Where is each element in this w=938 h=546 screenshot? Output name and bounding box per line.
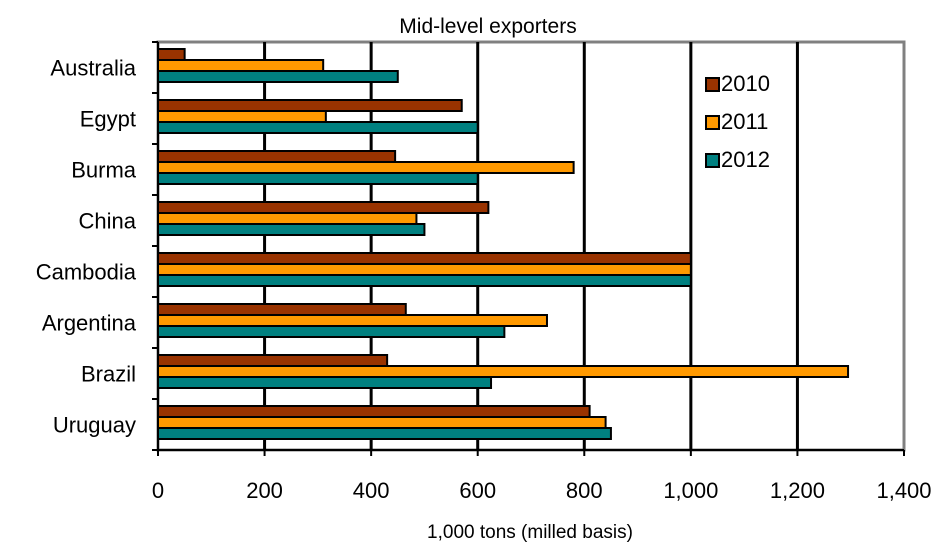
bar-cambodia-2012	[157, 274, 692, 287]
bar-burma-2011	[157, 161, 575, 174]
bar-brazil-2010	[157, 354, 389, 367]
bar-cambodia-2010	[157, 252, 692, 265]
bar-brazil-2012	[157, 376, 493, 389]
x-tick-label-5: 1,000	[663, 478, 718, 503]
bar-china-2011	[157, 212, 418, 225]
x-tick-label-1: 200	[246, 478, 283, 503]
y-axis: Australia Egypt Burma China Cambodia Argentin…	[36, 41, 159, 451]
category-label-china: China	[79, 209, 137, 234]
bar-argentina-2012	[157, 325, 506, 338]
bar-egypt-2010	[157, 99, 463, 112]
legend: 2010 2011 2012	[696, 58, 782, 198]
x-tick-label-3: 600	[459, 478, 496, 503]
legend-label-2011: 2011	[721, 109, 768, 134]
bar-uruguay-2011	[157, 416, 607, 429]
x-axis-label: 1,000 tons (milled basis)	[427, 522, 633, 543]
bar-burma-2012	[157, 172, 479, 185]
category-label-egypt: Egypt	[80, 107, 136, 132]
x-tick-label-6: 1,200	[770, 478, 825, 503]
legend-swatch-2010	[705, 77, 720, 92]
bar-australia-2010	[157, 48, 186, 61]
x-tick-label-7: 1,400	[876, 478, 931, 503]
legend-label-2012: 2012	[721, 147, 770, 172]
x-tick-label-4: 800	[566, 478, 603, 503]
category-label-argentina: Argentina	[42, 311, 137, 336]
bar-argentina-2010	[157, 303, 407, 316]
bar-egypt-2011	[157, 110, 327, 123]
category-label-australia: Australia	[50, 56, 136, 81]
bar-brazil-2011	[157, 365, 850, 378]
legend-swatch-2012	[705, 153, 720, 168]
bar-australia-2012	[157, 70, 399, 83]
bar-china-2010	[157, 201, 490, 214]
bar-argentina-2011	[157, 314, 548, 327]
legend-label-2010: 2010	[721, 71, 770, 96]
x-tick-label-2: 400	[353, 478, 390, 503]
bar-china-2012	[157, 223, 426, 236]
bar-uruguay-2012	[157, 427, 612, 440]
category-label-cambodia: Cambodia	[36, 260, 137, 285]
category-label-uruguay: Uruguay	[53, 413, 136, 438]
category-label-brazil: Brazil	[81, 362, 136, 387]
category-label-burma: Burma	[71, 158, 137, 183]
bar-egypt-2012	[157, 121, 479, 134]
x-tick-label-0: 0	[152, 478, 164, 503]
x-axis: 0 200 400 600 800 1,000 1,200 1,400	[152, 449, 932, 503]
bar-uruguay-2010	[157, 405, 591, 418]
bar-burma-2010	[157, 150, 397, 163]
bar-cambodia-2011	[157, 263, 692, 276]
bar-australia-2011	[157, 59, 325, 72]
legend-swatch-2011	[705, 115, 720, 130]
chart-title: Mid-level exporters	[399, 15, 576, 38]
